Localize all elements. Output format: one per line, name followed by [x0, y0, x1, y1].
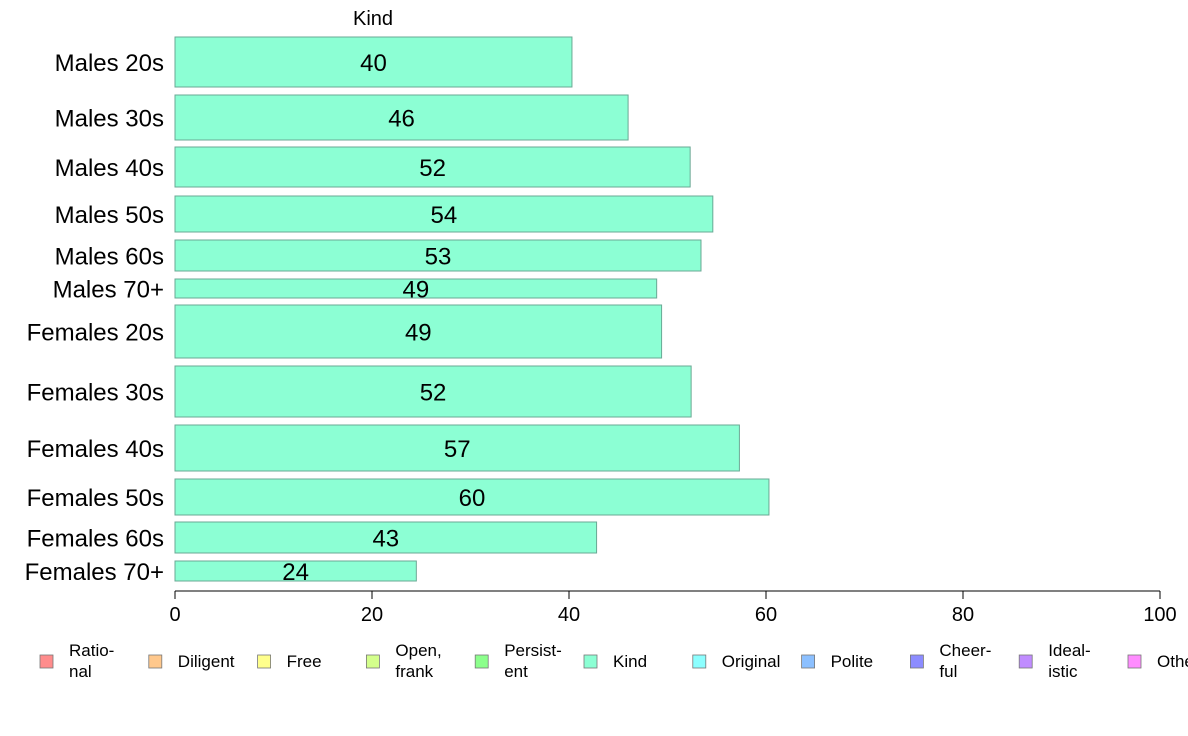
x-axis: 0 20 40 60 80 100 — [169, 590, 1177, 626]
legend-label: Ratio-nal — [69, 641, 114, 681]
legend-swatch — [474, 654, 489, 669]
value-label: 60 — [459, 485, 486, 512]
bar — [174, 94, 629, 141]
legend-swatch — [365, 654, 380, 669]
value-label: 40 — [360, 50, 387, 77]
category-label: Males 50s — [55, 202, 164, 229]
category-label: Females 20s — [27, 320, 164, 347]
category-label: Males 20s — [55, 50, 164, 77]
bar — [174, 365, 692, 418]
legend-swatch — [801, 654, 815, 669]
value-label: 57 — [444, 436, 471, 463]
bar — [174, 278, 658, 299]
bar — [174, 560, 417, 582]
category-label: Females 30s — [27, 380, 164, 407]
legend-swatch — [910, 654, 924, 669]
legend-label: Open, frank — [395, 641, 441, 681]
bar — [174, 36, 573, 88]
value-label: 52 — [419, 155, 446, 182]
category-label: Males 70+ — [53, 277, 164, 304]
legend-label: Diligent — [178, 652, 235, 671]
x-tick-label: 40 — [558, 604, 580, 626]
x-tick-label: 80 — [952, 604, 974, 626]
value-label: 49 — [402, 277, 429, 304]
x-tick-label: 0 — [169, 604, 180, 626]
legend-label: Cheer-ful — [939, 641, 991, 681]
bar — [174, 478, 770, 516]
bar — [174, 146, 691, 188]
legend-swatch — [1127, 654, 1142, 669]
legend-label: Other — [1157, 652, 1188, 671]
legend-swatch — [692, 654, 707, 669]
category-label: Females 40s — [27, 436, 164, 463]
bar — [174, 521, 598, 554]
bar — [174, 239, 702, 272]
value-label: 49 — [405, 320, 432, 347]
legend-swatch — [583, 654, 598, 669]
legend-label: Free — [287, 652, 322, 671]
legend-swatch — [257, 654, 272, 669]
category-label: Males 30s — [55, 106, 164, 133]
x-tick-label: 100 — [1143, 604, 1176, 626]
legend-label: Ideal-istic — [1048, 641, 1091, 681]
x-tick-label: 20 — [361, 604, 383, 626]
legend-label: Original — [722, 652, 781, 671]
category-label: Females 70+ — [25, 559, 164, 586]
legend-label: Kind — [613, 652, 647, 671]
value-label: 24 — [282, 559, 309, 586]
legend-label: Polite — [831, 652, 874, 671]
value-label: 54 — [431, 202, 458, 229]
legend: Ratio-nal Diligent Free Open, frank Persist-e… — [39, 641, 1188, 681]
legend-swatch — [39, 654, 54, 669]
bar — [174, 195, 714, 233]
bar — [174, 424, 740, 472]
value-label: 46 — [388, 106, 415, 133]
bars-group: Males 20s 40 Males 30s 46 Males 40s 52 Males 5… — [25, 36, 770, 586]
chart-title: Kind — [353, 8, 393, 30]
value-label: 43 — [372, 526, 399, 553]
category-label: Males 40s — [55, 155, 164, 182]
legend-label: Persist-ent — [504, 641, 562, 681]
value-label: 52 — [420, 380, 447, 407]
legend-swatch — [148, 654, 163, 669]
bar — [174, 304, 663, 359]
x-tick-label: 60 — [755, 604, 777, 626]
category-label: Females 60s — [27, 526, 164, 553]
category-label: Males 60s — [55, 244, 164, 271]
value-label: 53 — [425, 244, 452, 271]
legend-swatch — [1018, 654, 1033, 669]
category-label: Females 50s — [27, 485, 164, 512]
